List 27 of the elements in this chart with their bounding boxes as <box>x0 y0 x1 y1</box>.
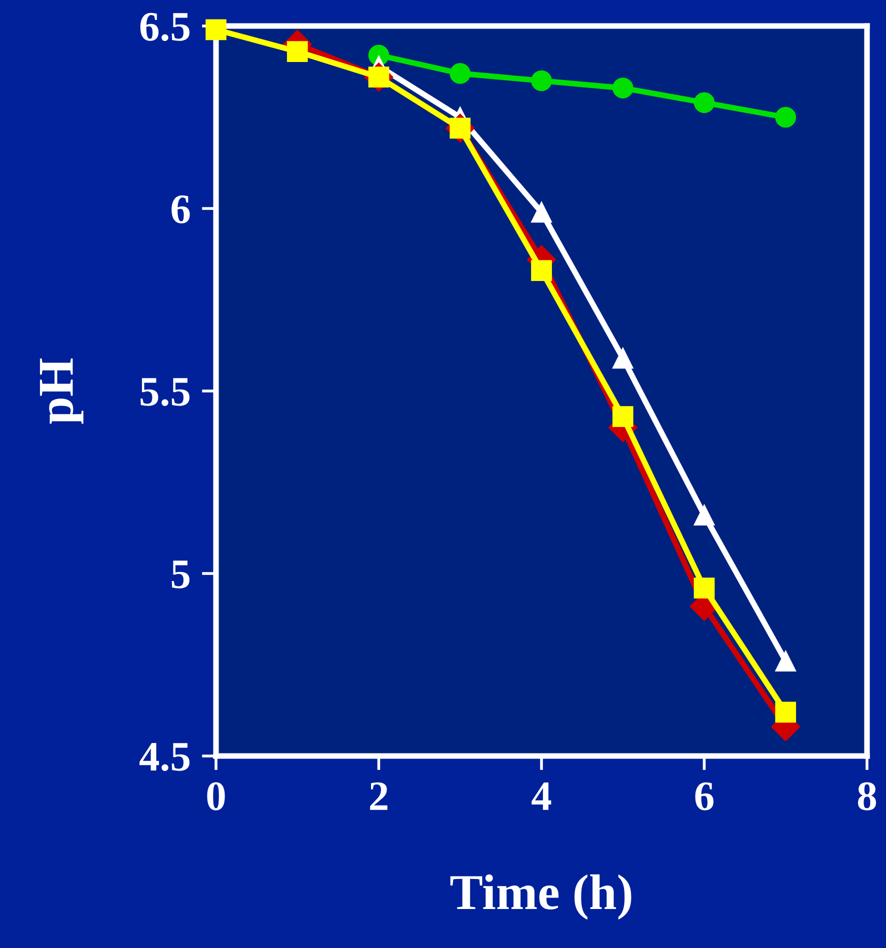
point <box>694 504 715 526</box>
point <box>531 260 552 281</box>
y-tick-label: 6 <box>172 195 190 224</box>
point <box>612 348 634 369</box>
x-tick-label: 0 <box>207 782 225 810</box>
point <box>775 650 796 672</box>
point <box>694 92 715 114</box>
point <box>612 78 634 98</box>
point <box>775 702 796 723</box>
point <box>286 41 308 62</box>
y-axis-title: pH <box>40 358 84 424</box>
point <box>531 202 552 223</box>
x-tick-label: 6 <box>695 782 714 810</box>
x-axis-title: Time (h) <box>450 874 632 920</box>
point <box>450 63 471 84</box>
x-tick-label: 4 <box>532 782 552 810</box>
y-tick-label: 5 <box>172 560 190 588</box>
y-tick-label: 6.5 <box>140 12 190 42</box>
x-tick-label: 2 <box>370 782 388 810</box>
point <box>775 106 796 128</box>
point <box>206 19 226 40</box>
point <box>694 578 715 599</box>
y-tick-label: 4.5 <box>139 743 190 772</box>
point <box>531 70 552 92</box>
x-tick-label: 8 <box>858 782 876 810</box>
y-tick-label: 5.5 <box>140 378 190 406</box>
point <box>612 406 634 427</box>
